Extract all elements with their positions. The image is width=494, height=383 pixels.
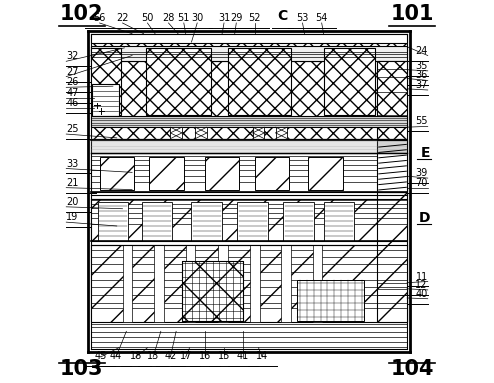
Bar xyxy=(91,46,407,61)
Text: 16: 16 xyxy=(199,351,211,361)
Text: 104: 104 xyxy=(391,359,435,379)
Text: 18: 18 xyxy=(130,351,142,361)
Text: 102: 102 xyxy=(59,4,103,24)
Bar xyxy=(284,202,314,241)
Text: 42: 42 xyxy=(164,351,176,361)
Bar xyxy=(91,153,378,192)
Text: 21: 21 xyxy=(66,178,79,188)
Bar xyxy=(238,202,268,241)
Bar xyxy=(255,157,289,190)
Text: 14: 14 xyxy=(256,351,268,361)
Text: 52: 52 xyxy=(248,13,261,23)
Bar xyxy=(98,202,128,241)
Bar xyxy=(324,202,354,241)
Text: 36: 36 xyxy=(415,70,428,80)
Bar xyxy=(253,127,264,139)
Bar xyxy=(91,245,407,322)
Text: 27: 27 xyxy=(66,67,79,77)
Text: 32: 32 xyxy=(66,51,79,61)
Text: 41: 41 xyxy=(237,351,249,361)
Text: 50: 50 xyxy=(141,13,154,23)
Bar xyxy=(276,127,287,139)
Bar xyxy=(377,153,407,192)
Text: 25: 25 xyxy=(66,124,79,134)
Bar xyxy=(195,127,207,139)
Text: 31: 31 xyxy=(218,13,230,23)
Bar xyxy=(91,199,407,241)
Text: 24: 24 xyxy=(415,46,428,56)
Bar xyxy=(182,261,243,321)
Text: 46: 46 xyxy=(66,98,79,108)
Bar xyxy=(377,140,407,153)
Bar xyxy=(205,157,239,190)
Bar xyxy=(91,116,407,127)
Text: 15: 15 xyxy=(218,351,230,361)
Bar xyxy=(146,48,211,115)
Bar xyxy=(250,245,260,322)
Text: 44: 44 xyxy=(110,351,122,361)
Bar xyxy=(228,48,291,115)
Bar xyxy=(154,245,164,322)
Text: 39: 39 xyxy=(415,168,428,178)
Text: 11: 11 xyxy=(415,272,428,282)
Text: 26: 26 xyxy=(66,77,79,87)
Text: 22: 22 xyxy=(116,13,129,23)
Bar xyxy=(378,140,407,192)
Bar xyxy=(377,241,407,322)
Bar xyxy=(186,245,195,322)
Text: 37: 37 xyxy=(415,80,428,90)
Text: 47: 47 xyxy=(66,88,79,98)
Text: 20: 20 xyxy=(66,197,79,207)
Text: 30: 30 xyxy=(191,13,204,23)
Text: 103: 103 xyxy=(59,359,103,379)
Bar xyxy=(308,157,343,190)
Text: 17: 17 xyxy=(179,351,192,361)
Bar xyxy=(92,84,119,116)
Text: 29: 29 xyxy=(230,13,243,23)
Bar xyxy=(218,245,228,322)
Bar xyxy=(91,34,407,43)
Bar xyxy=(297,280,364,321)
Text: C: C xyxy=(278,9,288,23)
Bar xyxy=(282,245,291,322)
Text: 45: 45 xyxy=(94,351,107,361)
Text: E: E xyxy=(420,146,430,160)
Bar xyxy=(313,245,323,322)
Text: 28: 28 xyxy=(163,13,175,23)
Bar xyxy=(182,261,243,321)
Text: 35: 35 xyxy=(415,61,428,71)
Text: 56: 56 xyxy=(93,13,106,23)
Text: 13: 13 xyxy=(147,351,159,361)
Text: 101: 101 xyxy=(391,4,435,24)
Bar xyxy=(91,34,407,140)
Bar xyxy=(100,157,134,190)
Bar xyxy=(377,192,407,241)
Bar xyxy=(123,245,132,322)
Text: 55: 55 xyxy=(415,116,428,126)
Text: 54: 54 xyxy=(316,13,328,23)
Text: D: D xyxy=(418,211,430,225)
Bar xyxy=(142,202,172,241)
Text: 33: 33 xyxy=(66,159,79,169)
Text: 70: 70 xyxy=(415,178,428,188)
Bar xyxy=(91,139,407,153)
Bar xyxy=(91,48,122,115)
Bar xyxy=(377,61,407,140)
Bar xyxy=(324,48,375,115)
Text: 19: 19 xyxy=(66,212,79,222)
Text: 12: 12 xyxy=(415,280,428,290)
Text: 40: 40 xyxy=(415,289,428,299)
Text: 51: 51 xyxy=(178,13,190,23)
Bar xyxy=(149,157,184,190)
Bar xyxy=(170,127,182,139)
Bar xyxy=(192,202,222,241)
Text: 53: 53 xyxy=(296,13,309,23)
